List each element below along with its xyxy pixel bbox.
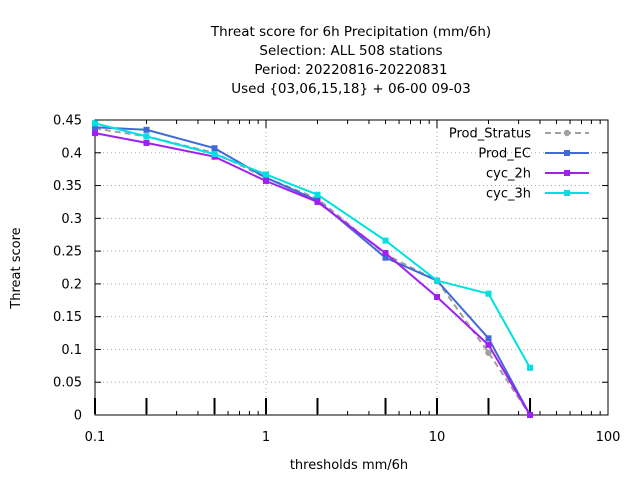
threshold-marks bbox=[94, 398, 532, 414]
x-axis-label: thresholds mm/6h bbox=[290, 458, 408, 473]
data-point bbox=[527, 364, 534, 371]
data-point bbox=[92, 130, 98, 137]
data-point bbox=[485, 341, 492, 348]
legend-item: Prod_EC bbox=[478, 147, 589, 162]
title-line: Used {03,06,15,18} + 06-00 09-03 bbox=[231, 81, 471, 97]
legend-item: cyc_2h bbox=[486, 167, 589, 182]
data-point bbox=[485, 349, 492, 356]
y-tick-label: 0.05 bbox=[53, 376, 82, 391]
y-tick-label: 0.25 bbox=[53, 245, 82, 260]
data-point bbox=[485, 335, 492, 342]
series-prod-stratus bbox=[91, 125, 534, 419]
legend-marker bbox=[564, 170, 570, 176]
y-tick-label: 0.45 bbox=[53, 114, 82, 129]
series-line bbox=[94, 127, 531, 416]
series-cyc-3h bbox=[92, 120, 534, 371]
legend-item: Prod_Stratus bbox=[449, 127, 589, 142]
data-point bbox=[314, 191, 321, 198]
y-tick-label: 0 bbox=[74, 409, 82, 424]
data-point bbox=[434, 277, 440, 284]
legend-marker bbox=[564, 190, 570, 196]
legend-label: Prod_Stratus bbox=[449, 127, 531, 142]
title-line: Selection: ALL 508 stations bbox=[259, 43, 442, 59]
data-point bbox=[527, 412, 534, 418]
data-point bbox=[434, 294, 440, 300]
legend-marker bbox=[563, 129, 571, 137]
legend-label: cyc_2h bbox=[486, 167, 531, 182]
legend-label: Prod_EC bbox=[478, 147, 531, 162]
series-line bbox=[94, 132, 531, 416]
data-point bbox=[382, 237, 389, 244]
chart-title: Threat score for 6h Precipitation (mm/6h… bbox=[210, 24, 491, 97]
title-line: Period: 20220816-20220831 bbox=[254, 62, 447, 78]
data-point bbox=[92, 124, 98, 131]
data-point bbox=[92, 120, 98, 127]
data-point bbox=[263, 171, 269, 178]
data-point bbox=[263, 177, 269, 184]
x-tick-label: 1 bbox=[262, 430, 270, 445]
y-axis-label: Threat score bbox=[9, 227, 24, 309]
y-tick-label: 0.1 bbox=[61, 343, 82, 358]
legend: Prod_Stratus Prod_EC cyc_2h cyc_3h bbox=[449, 127, 589, 202]
series-cyc-2h bbox=[92, 130, 534, 418]
data-point bbox=[263, 174, 269, 181]
series-prod-ec bbox=[92, 124, 534, 418]
data-point bbox=[485, 290, 492, 297]
x-tick-label: 100 bbox=[596, 430, 621, 445]
axis-ticks: 0 0.05 0.1 0.15 0.2 0.25 0.3 0.35 0.4 0.45 0.1 1 10 1… bbox=[53, 114, 620, 446]
data-point bbox=[143, 126, 150, 133]
series-line bbox=[94, 126, 531, 416]
data-point bbox=[143, 133, 150, 140]
data-point bbox=[143, 139, 150, 146]
series-line bbox=[94, 122, 531, 369]
data-point bbox=[211, 151, 218, 158]
data-point bbox=[382, 254, 389, 261]
y-tick-label: 0.4 bbox=[61, 146, 82, 161]
data-point bbox=[314, 198, 321, 205]
y-tick-label: 0.2 bbox=[61, 277, 82, 292]
legend-marker bbox=[564, 150, 570, 156]
x-tick-label: 10 bbox=[429, 430, 446, 445]
series bbox=[91, 120, 534, 419]
legend-item: cyc_3h bbox=[486, 187, 589, 202]
y-tick-label: 0.3 bbox=[61, 212, 82, 227]
y-tick-label: 0.35 bbox=[53, 179, 82, 194]
y-tick-label: 0.15 bbox=[53, 310, 82, 325]
x-tick-label: 0.1 bbox=[85, 430, 106, 445]
data-point bbox=[211, 145, 218, 152]
data-point bbox=[382, 250, 389, 257]
legend-label: cyc_3h bbox=[486, 187, 531, 202]
title-line: Threat score for 6h Precipitation (mm/6h… bbox=[210, 24, 491, 40]
plot-frame bbox=[94, 119, 609, 416]
